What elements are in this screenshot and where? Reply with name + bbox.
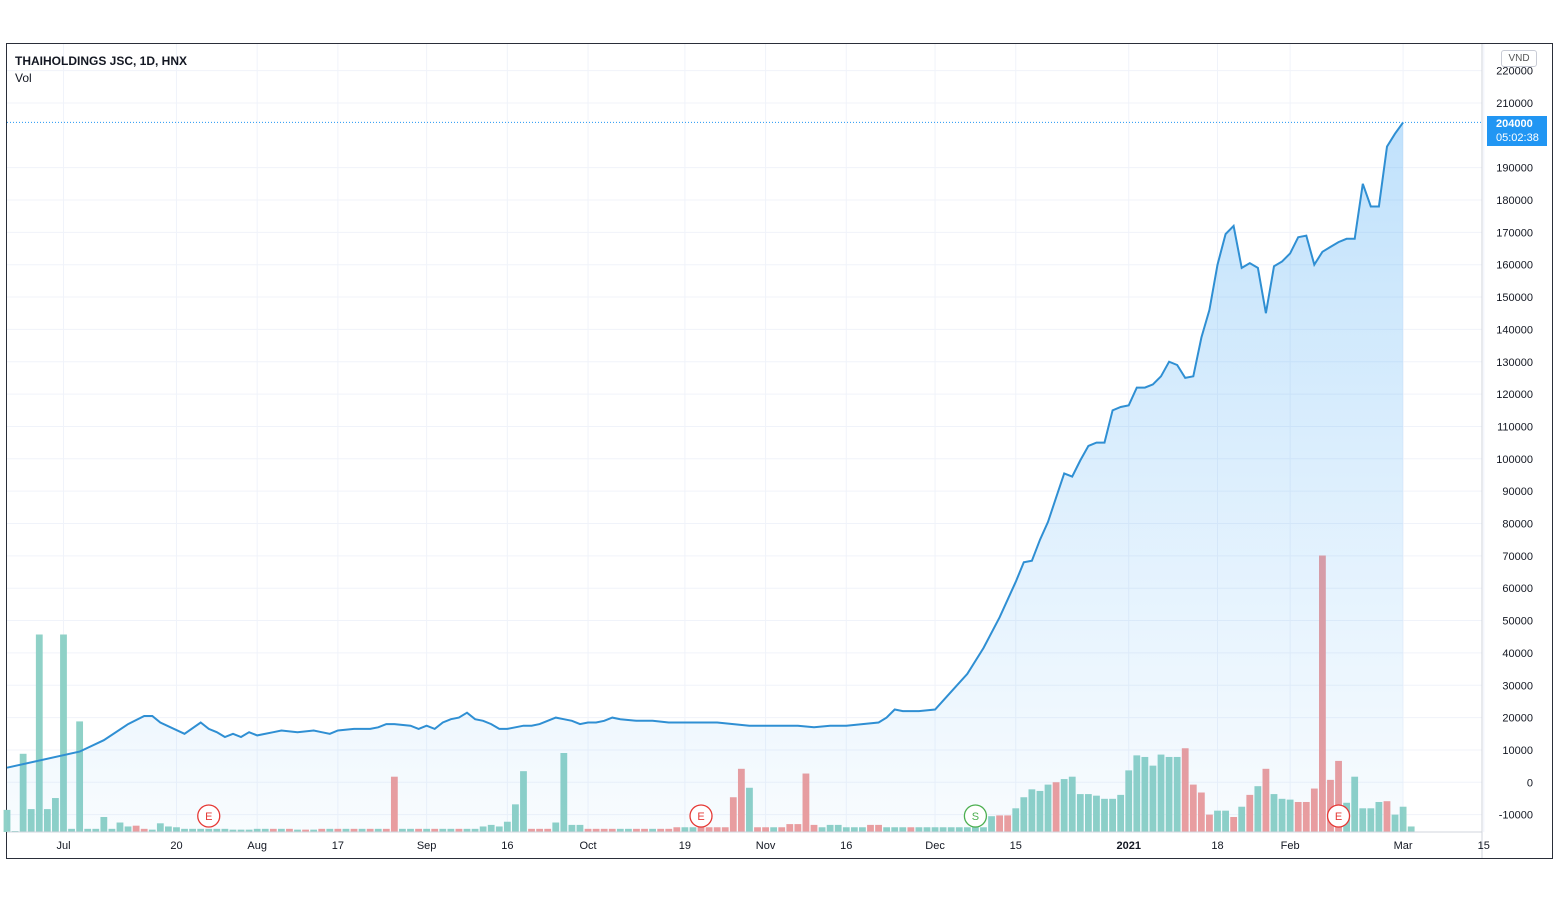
price-tick-label: 10000 [1502,745,1533,757]
time-tick-label: 16 [501,840,513,852]
time-tick-label: Oct [579,840,596,852]
earnings-marker-circle[interactable] [689,804,713,828]
price-tick-label: 100000 [1496,454,1533,466]
price-tick-label: 220000 [1496,66,1533,78]
price-tick-label: 110000 [1497,421,1533,433]
time-tick-label: 17 [332,840,344,852]
time-tick-label: Sep [417,840,437,852]
time-tick-label: Jul [56,840,70,852]
price-tick-label: 60000 [1502,583,1533,595]
time-tick-label: 20 [170,840,182,852]
symbol-title[interactable]: THAIHOLDINGS JSC, 1D, HNX [15,54,188,68]
earnings-marker[interactable]: E [197,804,221,828]
price-tick-label: 50000 [1502,616,1533,628]
price-tick-label: 190000 [1496,163,1533,175]
split-marker[interactable]: S [963,804,988,828]
volume-bar [1399,806,1407,832]
time-tick-label: 15 [1010,840,1022,852]
volume-bar [60,634,67,832]
price-tick-label: 20000 [1502,713,1533,725]
earnings-marker-letter: E [697,811,704,823]
currency-button[interactable]: VND [1501,50,1537,67]
last-price-tag: 204000 05:02:38 [1487,116,1547,146]
time-tick-label: 15 [1478,840,1490,852]
split-marker-letter: S [972,811,979,823]
price-tick-label: -10000 [1499,810,1533,822]
volume-bar [1407,826,1415,832]
earnings-marker[interactable]: E [1326,804,1351,828]
earnings-marker-letter: E [205,811,212,823]
time-tick-label: Nov [756,840,776,852]
time-axis[interactable]: Jul 20 Aug 17 Sep 16 Oct 19 Nov 16 Dec 15 2021 18 Feb M… [56,840,1489,852]
volume-label[interactable]: Vol [15,71,32,85]
time-tick-label: 18 [1211,840,1223,852]
price-tick-label: 90000 [1502,486,1533,498]
bar-countdown: 05:02:38 [1496,132,1539,144]
price-tick-label: 150000 [1496,292,1533,304]
price-tick-label: 130000 [1496,357,1533,369]
price-tick-label: 30000 [1502,680,1533,692]
price-tick-label: 40000 [1502,648,1533,660]
earnings-marker[interactable]: E [689,804,713,828]
price-tick-label: 210000 [1496,98,1533,110]
time-tick-label: Aug [247,840,267,852]
time-tick-label: 19 [679,840,691,852]
price-axis[interactable]: 220000 210000 190000 180000 170000 160000 1500… [7,44,1533,858]
price-tick-label: 70000 [1502,551,1533,563]
time-tick-label: Feb [1281,840,1300,852]
volume-bar [35,634,43,832]
price-tick-label: 120000 [1496,389,1533,401]
time-tick-label: Dec [925,840,945,852]
time-tick-label: 16 [840,840,852,852]
price-tick-label: 180000 [1496,195,1533,207]
chart-legend: THAIHOLDINGS JSC, 1D, HNX Vol [15,53,187,87]
price-tick-label: 80000 [1502,519,1533,531]
price-tick-label: 170000 [1496,227,1533,239]
time-tick-label: Mar [1394,840,1413,852]
time-tick-label: 2021 [1116,840,1140,852]
split-marker-circle[interactable] [963,804,988,828]
price-tick-label: 140000 [1496,324,1533,336]
price-line [6,121,1404,769]
price-tick-label: 160000 [1496,260,1533,272]
price-area-fill [7,122,1404,832]
earnings-marker-circle[interactable] [197,804,221,828]
earnings-marker-circle[interactable] [1326,804,1351,828]
earnings-marker-letter: E [1335,811,1342,823]
price-tick-label: 0 [1527,777,1533,789]
last-price-value: 204000 [1496,118,1533,130]
